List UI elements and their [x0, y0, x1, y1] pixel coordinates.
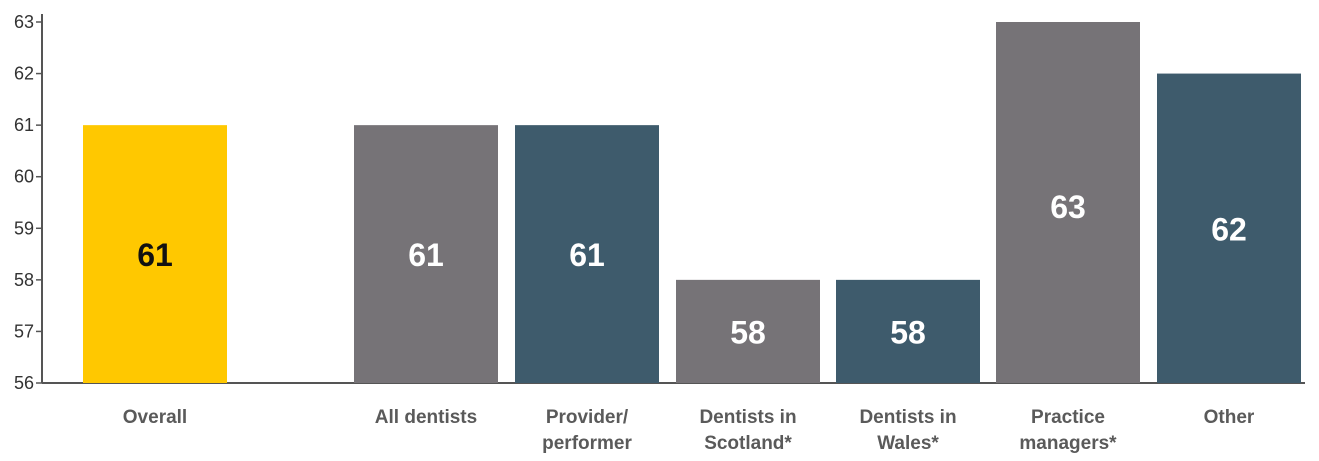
- bar-value-label: 61: [569, 237, 605, 273]
- bar-value-label: 61: [137, 237, 173, 273]
- x-category-label: Provider/performer: [542, 407, 632, 454]
- y-tick-label: 62: [14, 64, 34, 84]
- y-tick-label: 59: [14, 218, 34, 238]
- bar-value-label: 58: [730, 314, 766, 350]
- bar: [1157, 73, 1301, 384]
- y-tick-label: 61: [14, 115, 34, 135]
- y-tick-label: 58: [14, 270, 34, 290]
- bar: [996, 22, 1140, 383]
- y-tick-label: 60: [14, 167, 34, 187]
- bar-value-label: 61: [408, 237, 444, 273]
- y-tick-label: 63: [14, 12, 34, 32]
- x-category-label: Dentists in Scotland*: [699, 407, 796, 454]
- x-category-label: Other: [1204, 407, 1255, 428]
- x-category-label: Overall: [123, 407, 187, 428]
- value-labels: 61 61 61 58 58 63 62: [137, 189, 1247, 350]
- bars: [83, 22, 1301, 384]
- y-tick-label: 57: [14, 321, 34, 341]
- bar: [515, 125, 659, 384]
- bar: [354, 125, 498, 384]
- bar: [676, 279, 820, 383]
- bar-value-label: 63: [1050, 189, 1086, 225]
- bar: [83, 125, 227, 384]
- bar-value-label: 58: [890, 314, 926, 350]
- bar: [836, 279, 980, 383]
- x-category-label: Practice managers*: [1019, 407, 1117, 454]
- x-category-label: All dentists: [375, 407, 477, 428]
- category-labels: Overall All dentists Provider/performer Den…: [123, 407, 1255, 454]
- x-category-label: Dentists in Wales*: [859, 407, 956, 454]
- y-tick-label: 56: [14, 373, 34, 393]
- bar-value-label: 62: [1211, 211, 1247, 247]
